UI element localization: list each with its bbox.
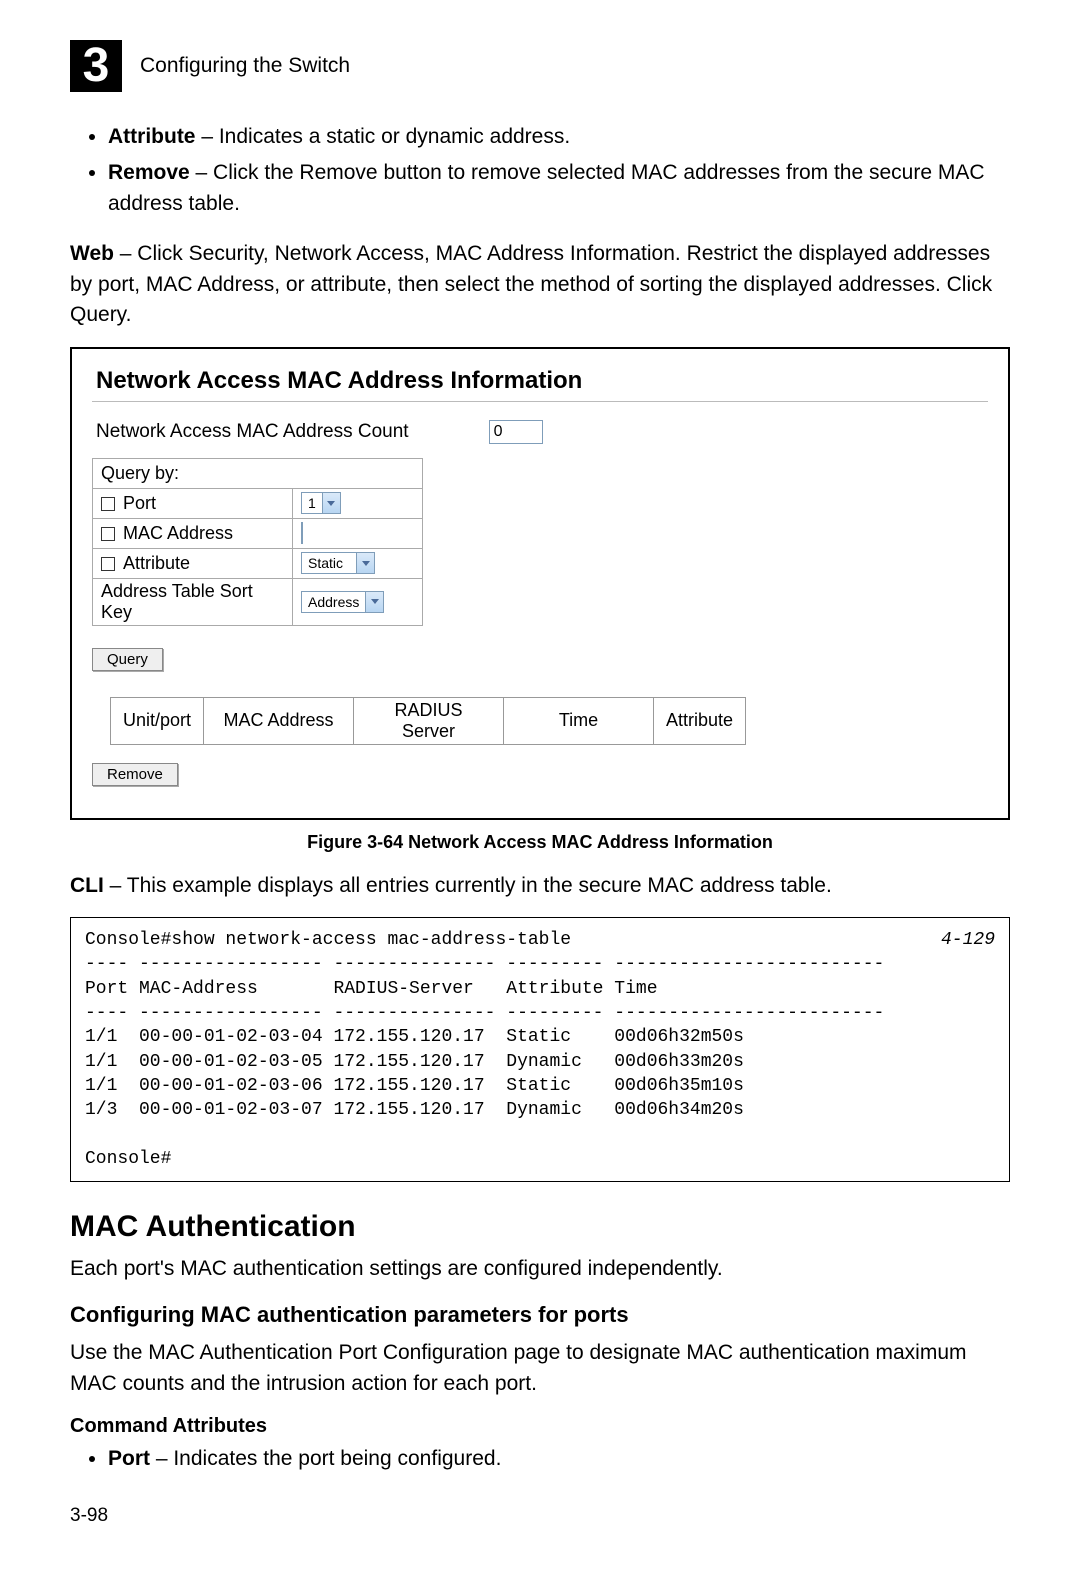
screenshot-panel: Network Access MAC Address Information N… [70,347,1010,820]
mac-auth-intro: Each port's MAC authentication settings … [70,1254,1010,1284]
count-value-field[interactable]: 0 [489,420,543,444]
chapter-number-badge: 3 [70,40,122,92]
sort-select[interactable]: Address [301,591,384,613]
text: – Click Security, Network Access, MAC Ad… [70,242,992,326]
mac-count-row: Network Access MAC Address Count 0 [96,420,988,444]
query-by-header: Query by: [93,458,423,488]
chevron-down-icon [356,553,374,573]
sort-select-value: Address [302,594,365,610]
port-select-value: 1 [302,495,322,511]
col-mac: MAC Address [204,697,354,744]
cli-text: Console#show network-access mac-address-… [85,930,884,1169]
mac-cell: MAC Address [93,518,293,548]
port-cell: Port [93,488,293,518]
attribute-checkbox[interactable] [101,557,115,571]
mac-input[interactable] [301,522,303,544]
list-item: Port – Indicates the port being configur… [108,1444,1010,1474]
query-button[interactable]: Query [92,648,163,671]
mac-auth-heading: MAC Authentication [70,1210,1010,1244]
col-attribute: Attribute [654,697,746,744]
attribute-cell: Attribute [93,548,293,578]
page-number: 3-98 [70,1505,1010,1527]
lead: CLI [70,874,104,897]
web-paragraph: Web – Click Security, Network Access, MA… [70,239,1010,330]
term-desc: – Indicates a static or dynamic address. [196,125,571,148]
col-time: Time [504,697,654,744]
figure-caption: Figure 3-64 Network Access MAC Address I… [70,832,1010,853]
term: Attribute [108,125,196,148]
text: – This example displays all entries curr… [104,874,832,897]
mac-auth-subheading: Configuring MAC authentication parameter… [70,1302,1010,1328]
remove-button[interactable]: Remove [92,763,178,786]
term: Remove [108,161,190,184]
cli-paragraph: CLI – This example displays all entries … [70,871,1010,901]
result-header-table: Unit/port MAC Address RADIUS Server Time… [110,697,746,745]
query-table: Query by: Port 1 MAC Address [92,458,423,626]
term-desc: – Click the Remove button to remove sele… [108,161,985,214]
col-radius: RADIUS Server [354,697,504,744]
attribute-select-value: Static [302,555,356,571]
port-label: Port [123,493,156,513]
list-item: Remove – Click the Remove button to remo… [108,158,1010,219]
mac-label: MAC Address [123,523,233,543]
mac-input-cell [293,518,423,548]
attribute-select-cell: Static [293,548,423,578]
chapter-title: Configuring the Switch [140,54,350,78]
term: Port [108,1447,150,1470]
port-checkbox[interactable] [101,497,115,511]
sort-select-cell: Address [293,578,423,625]
cli-output-block: 4-129 Console#show network-access mac-add… [70,917,1010,1182]
command-attributes-title: Command Attributes [70,1415,1010,1438]
command-attributes-list: Port – Indicates the port being configur… [70,1444,1010,1474]
divider [92,401,988,402]
lead: Web [70,242,114,265]
term-desc: – Indicates the port being configured. [150,1447,501,1470]
port-select[interactable]: 1 [301,492,341,514]
list-item: Attribute – Indicates a static or dynami… [108,122,1010,152]
port-select-cell: 1 [293,488,423,518]
mac-auth-para: Use the MAC Authentication Port Configur… [70,1338,1010,1399]
mac-checkbox[interactable] [101,527,115,541]
sort-key-cell: Address Table Sort Key [93,578,293,625]
attribute-list: Attribute – Indicates a static or dynami… [70,122,1010,219]
count-label: Network Access MAC Address Count [96,421,409,443]
attribute-select[interactable]: Static [301,552,375,574]
page-header: 3 Configuring the Switch [70,40,1010,92]
cli-page-ref: 4-129 [941,928,995,952]
chevron-down-icon [322,493,340,513]
col-unitport: Unit/port [111,697,204,744]
attribute-label: Attribute [123,553,190,573]
screenshot-title: Network Access MAC Address Information [96,367,988,395]
chevron-down-icon [365,592,383,612]
